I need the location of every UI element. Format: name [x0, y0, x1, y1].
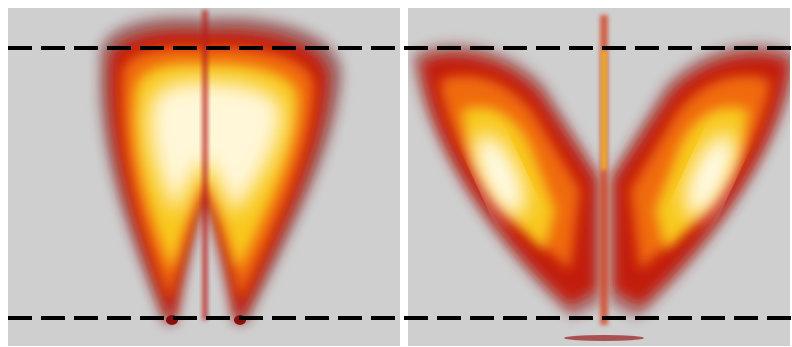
left-density: [99, 10, 343, 325]
right-density: [412, 15, 790, 341]
